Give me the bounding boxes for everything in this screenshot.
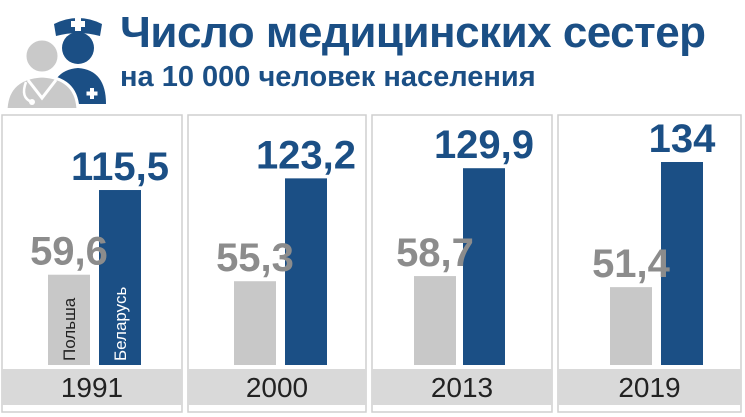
year-band (2, 369, 182, 405)
value-label-belarus: 129,9 (434, 123, 534, 167)
bars (48, 162, 703, 365)
value-label-belarus: 123,2 (256, 133, 356, 177)
bar-poland (610, 287, 652, 365)
year-label: 2000 (246, 372, 308, 403)
year-band (188, 369, 366, 405)
year-labels: 1991 2000 2013 2019 (61, 372, 681, 403)
year-panel (371, 114, 553, 413)
bar-poland (48, 274, 90, 365)
series-labels: Польша Беларусь (60, 287, 130, 361)
year-label: 2019 (618, 372, 680, 403)
value-label-belarus: 115,5 (71, 145, 169, 189)
year-band (372, 369, 552, 405)
bar-belarus (285, 178, 327, 365)
bar-poland (234, 281, 276, 365)
chart-subtitle: на 10 000 человек населения (120, 61, 536, 93)
value-label-poland: 59,6 (30, 230, 108, 274)
value-label-poland: 58,7 (396, 231, 474, 275)
year-label: 1991 (61, 372, 123, 403)
nurse-doctor-icon (4, 17, 106, 108)
year-panel (557, 114, 742, 413)
bar-belarus (463, 168, 505, 365)
value-label-poland: 55,3 (216, 236, 294, 280)
value-label-belarus: 134 (649, 117, 716, 161)
chart-title: Число медицинских сестер (120, 8, 706, 57)
year-panels (1, 114, 742, 413)
value-labels: 59,6 115,5 55,3 123,2 58,7 129,9 51,4 134 (30, 117, 716, 286)
bar-belarus (661, 162, 703, 365)
year-label: 2013 (431, 372, 493, 403)
series-label-poland: Польша (60, 297, 79, 361)
year-band (558, 369, 741, 405)
year-panel (1, 114, 183, 413)
series-label-belarus: Беларусь (111, 287, 130, 361)
bar-poland (414, 276, 456, 365)
bar-belarus (99, 190, 141, 365)
chart-header: Число медицинских сестер на 10 000 челов… (0, 0, 745, 108)
value-label-poland: 51,4 (592, 242, 671, 286)
year-panel (187, 114, 367, 413)
